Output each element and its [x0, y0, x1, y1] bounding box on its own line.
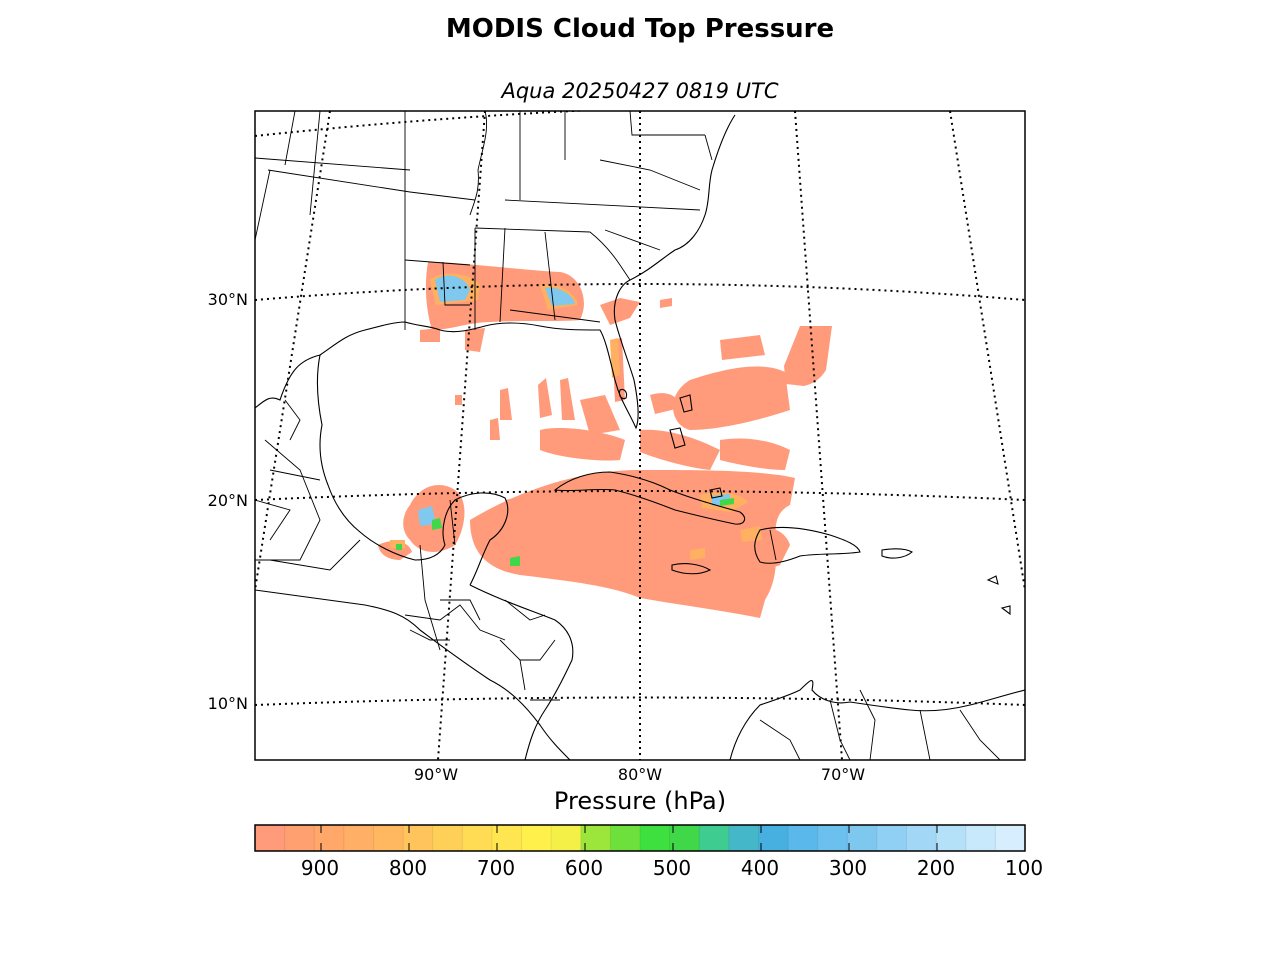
- colorbar-tick-label: 900: [300, 856, 340, 880]
- colorbar-tick-label: 200: [916, 856, 956, 880]
- lat-label-30n: 30°N: [207, 290, 248, 309]
- political-borders: [255, 111, 1001, 760]
- colorbar-tick-label: 800: [388, 856, 428, 880]
- lon-label-80w: 80°W: [617, 765, 663, 784]
- colorbar-segment: [284, 825, 315, 851]
- colorbar-segment: [580, 825, 611, 851]
- colorbar-segment: [817, 825, 848, 851]
- colorbar: [254, 824, 1026, 852]
- lon-label-90w: 90°W: [413, 765, 459, 784]
- colorbar-segment: [965, 825, 996, 851]
- figure-title: MODIS Cloud Top Pressure: [445, 14, 835, 44]
- colorbar-segment: [373, 825, 404, 851]
- colorbar-segment: [669, 825, 700, 851]
- colorbar-segment: [758, 825, 789, 851]
- lon-label-70w: 70°W: [820, 765, 866, 784]
- colorbar-segment: [906, 825, 937, 851]
- lat-label-10n: 10°N: [207, 694, 248, 713]
- colorbar-segment: [610, 825, 641, 851]
- cloud-greenish-layer: [396, 498, 734, 566]
- colorbar-segment: [432, 825, 463, 851]
- colorbar-tick-label: 700: [476, 856, 516, 880]
- colorbar-segment: [995, 825, 1026, 851]
- colorbar-segment: [521, 825, 552, 851]
- colorbar-segment: [255, 825, 286, 851]
- colorbar-tick-label: 600: [564, 856, 604, 880]
- colorbar-segment: [403, 825, 434, 851]
- colorbar-tick-label: 500: [652, 856, 692, 880]
- colorbar-segment: [876, 825, 908, 851]
- colorbar-segment: [936, 825, 967, 851]
- cloud-top-pressure-field: [378, 262, 832, 618]
- figure-subtitle: Aqua 20250427 0819 UTC: [501, 79, 779, 103]
- map-content: [255, 111, 1025, 760]
- colorbar-tick-label: 100: [1004, 856, 1044, 880]
- colorbar-title: Pressure (hPa): [553, 787, 727, 815]
- colorbar-segment: [462, 825, 493, 851]
- colorbar-segment: [343, 825, 375, 851]
- colorbar-segment: [314, 825, 345, 851]
- colorbar-segment: [640, 825, 671, 851]
- colorbar-segment: [728, 825, 760, 851]
- colorbar-segment: [551, 825, 582, 851]
- colorbar-tick-label: 300: [828, 856, 868, 880]
- colorbar-tick-label: 400: [740, 856, 780, 880]
- colorbar-segment: [788, 825, 819, 851]
- colorbar-segment: [699, 825, 730, 851]
- colorbar-segment: [847, 825, 878, 851]
- lat-label-20n: 20°N: [207, 491, 248, 510]
- graticule: [255, 111, 1025, 760]
- colorbar-frame: [254, 824, 1026, 852]
- colorbar-segment: [491, 825, 523, 851]
- map-frame: [254, 110, 1026, 761]
